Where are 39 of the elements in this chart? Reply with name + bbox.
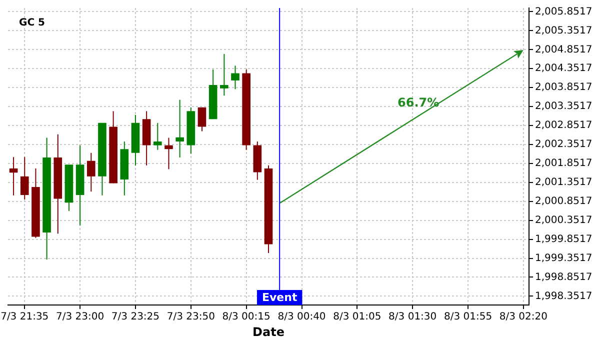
candlestick: [20, 156, 29, 200]
x-tick-label: 7/3 23:00: [56, 312, 104, 323]
x-tick-label: 7/3 23:25: [111, 312, 160, 323]
candlestick: [198, 106, 206, 132]
candlestick: [9, 156, 18, 196]
x-tick-label: 8/3 01:05: [333, 312, 382, 323]
y-tick-label: 2,002.8517: [535, 120, 592, 132]
y-tick-label: 2,005.8517: [535, 6, 592, 18]
x-tick-label: 7/3 23:50: [166, 312, 215, 323]
text: GC 5: [19, 18, 46, 29]
x-tick-label: 8/3 01:30: [388, 312, 437, 323]
y-tick-label: 1,999.3517: [535, 252, 592, 264]
y-tick-label: 1,998.8517: [535, 272, 592, 283]
candlestick: [153, 122, 162, 150]
y-tick-label: 2,001.8517: [535, 158, 592, 170]
candlestick: [220, 53, 228, 96]
candlestick: [164, 137, 173, 170]
x-tick-label: 8/3 00:40: [278, 312, 326, 323]
y-tick-label: 2,005.3517: [535, 25, 592, 36]
y-tick-label: 2,000.3517: [535, 214, 592, 226]
y-tick-label: 2,003.3517: [535, 101, 592, 112]
candlestick: [231, 65, 240, 90]
y-tick-label: 2,001.3517: [535, 177, 592, 188]
y-tick-label: 1,998.3517: [535, 290, 592, 302]
candlestick: [176, 99, 184, 158]
y-tick-label: 1,999.8517: [535, 234, 592, 245]
annotation: 66.7%: [398, 95, 440, 110]
y-tick-label: 2,003.8517: [535, 82, 592, 94]
x-tick-label: 8/3 00:15: [222, 312, 270, 323]
x-tick-label: 7/3 21:35: [0, 312, 49, 323]
x-tick-label: 8/3 01:55: [444, 312, 492, 323]
annotation: Event: [262, 290, 298, 304]
x-axis-title: Date: [252, 324, 284, 339]
y-tick-label: 2,000.8517: [535, 196, 592, 207]
y-tick-label: 2,004.8517: [535, 44, 592, 56]
x-tick-label: 8/3 02:20: [499, 312, 548, 323]
y-tick-label: 2,002.3517: [535, 139, 592, 150]
candlestick: [86, 152, 96, 192]
y-tick-label: 2,004.3517: [535, 63, 592, 74]
